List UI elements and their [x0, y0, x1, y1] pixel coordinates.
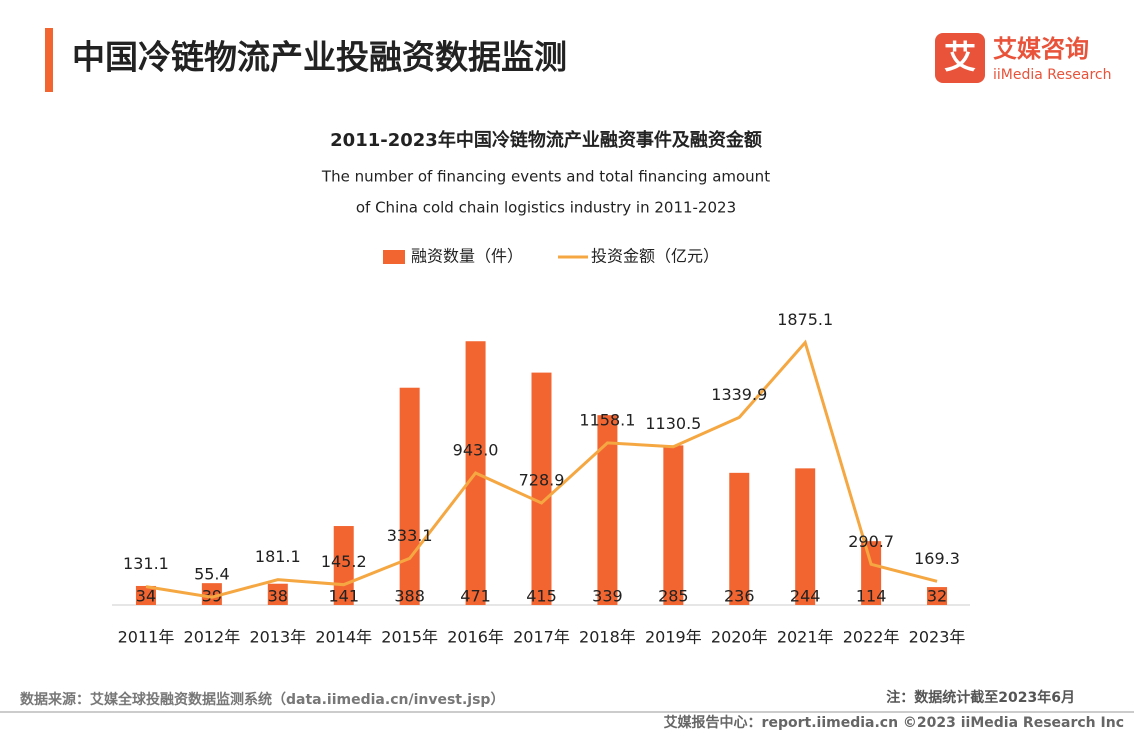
bar-value-label: 285 [658, 587, 689, 606]
chart-title: 2011-2023年中国冷链物流产业融资事件及融资金额 [330, 129, 762, 151]
x-tick-label: 2023年 [909, 628, 966, 647]
bar [135, 585, 156, 605]
bar [267, 583, 288, 605]
bar-value-label: 236 [724, 587, 755, 606]
bar-value-label: 114 [856, 587, 887, 606]
bar-value-label: 32 [927, 587, 947, 606]
x-tick-label: 2016年 [447, 628, 504, 647]
x-tick-label: 2011年 [118, 628, 175, 647]
bar-value-label: 38 [268, 587, 288, 606]
bar [399, 387, 420, 605]
x-tick-label: 2012年 [184, 628, 241, 647]
x-tick-label: 2018年 [579, 628, 636, 647]
logo-mark: 艾 [944, 38, 976, 76]
line-value-label: 333.1 [387, 526, 433, 545]
line-value-label: 169.3 [914, 549, 960, 568]
x-tick-label: 2013年 [249, 628, 306, 647]
bar-value-label: 141 [328, 587, 359, 606]
legend-swatch [383, 250, 405, 264]
bar-value-label: 339 [592, 587, 623, 606]
logo-box [935, 33, 985, 83]
legend-label: 投资金额（亿元） [591, 247, 719, 266]
bar [663, 445, 684, 605]
bar-value-label: 244 [790, 587, 821, 606]
line [145, 339, 938, 599]
bar [201, 583, 222, 605]
line-value-label: 1158.1 [579, 410, 635, 429]
bar [531, 372, 552, 605]
logo-name: 艾媒咨询 [993, 35, 1089, 63]
bar-value-label: 34 [136, 587, 156, 606]
chart-subtitle: of China cold chain logistics industry i… [356, 199, 736, 217]
x-tick-label: 2019年 [645, 628, 702, 647]
line-value-label: 1339.9 [711, 385, 767, 404]
line-value-label: 943.0 [453, 440, 499, 459]
x-tick-label: 2014年 [315, 628, 372, 647]
copyright: 艾媒报告中心：report.iimedia.cn ©2023 iiMedia R… [664, 714, 1124, 731]
line-value-label: 181.1 [255, 547, 301, 566]
page-title: 中国冷链物流产业投融资数据监测 [72, 38, 567, 77]
line-value-label: 1875.1 [777, 310, 833, 329]
bar [597, 415, 618, 605]
line-value-label: 55.4 [194, 565, 230, 584]
title-accent [45, 28, 53, 92]
bar [861, 541, 882, 605]
chart-subtitle: The number of financing events and total… [321, 168, 770, 186]
bar [729, 472, 750, 605]
line-value-label: 1130.5 [645, 414, 701, 433]
x-tick-label: 2021年 [777, 628, 834, 647]
x-tick-label: 2020年 [711, 628, 768, 647]
line-value-label: 290.7 [848, 532, 894, 551]
line-value-label: 131.1 [123, 554, 169, 573]
bar-value-label: 471 [460, 587, 491, 606]
bar [795, 468, 816, 605]
x-tick-label: 2022年 [843, 628, 900, 647]
legend-label: 融资数量（件） [411, 247, 523, 266]
source: 数据来源：艾媒全球投融资数据监测系统（data.iimedia.cn/inves… [20, 691, 504, 708]
x-tick-label: 2015年 [381, 628, 438, 647]
bar [927, 587, 948, 605]
logo-sub: iiMedia Research [993, 67, 1112, 83]
line-value-label: 728.9 [519, 470, 565, 489]
bar-value-label: 415 [526, 587, 557, 606]
line-value-label: 145.2 [321, 552, 367, 571]
bar-value-label: 388 [394, 587, 425, 606]
x-tick-label: 2017年 [513, 628, 570, 647]
note: 注：数据统计截至2023年6月 [886, 689, 1075, 706]
